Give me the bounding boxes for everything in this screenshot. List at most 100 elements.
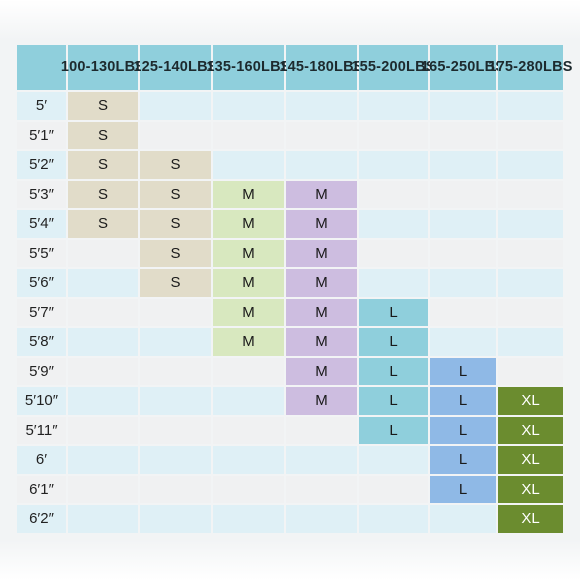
empty-cell <box>286 475 357 503</box>
empty-cell <box>213 357 284 385</box>
size-cell-m: M <box>213 180 284 208</box>
size-cell-l: L <box>430 475 496 503</box>
row-height-label: 5′7″ <box>17 298 66 326</box>
empty-cell <box>140 357 211 385</box>
size-cell-m: M <box>286 180 357 208</box>
empty-cell <box>286 121 357 149</box>
empty-cell <box>498 180 563 208</box>
row-height-label: 6′ <box>17 446 66 474</box>
empty-cell <box>498 298 563 326</box>
row-height-label: 6′1″ <box>17 475 66 503</box>
row-height-label: 5′ <box>17 92 66 120</box>
empty-cell <box>359 446 428 474</box>
column-header: 100- 130LBS <box>61 45 145 90</box>
size-cell-m: M <box>286 239 357 267</box>
empty-cell <box>430 151 496 179</box>
size-cell-s: S <box>140 239 211 267</box>
size-cell-s: S <box>68 121 138 149</box>
column-header-line: 130LBS <box>90 59 146 75</box>
empty-cell <box>498 239 563 267</box>
size-cell-m: M <box>213 269 284 297</box>
size-cell-l: L <box>359 298 428 326</box>
empty-cell <box>213 446 284 474</box>
row-height-label: 5′4″ <box>17 210 66 238</box>
empty-cell <box>213 475 284 503</box>
size-cell-xl: XL <box>498 505 563 533</box>
size-cell-s: S <box>140 180 211 208</box>
empty-cell <box>430 210 496 238</box>
size-cell-l: L <box>430 416 496 444</box>
empty-cell <box>140 475 211 503</box>
empty-cell <box>213 387 284 415</box>
size-cell-m: M <box>213 210 284 238</box>
empty-cell <box>213 151 284 179</box>
row-height-label: 5′10″ <box>17 387 66 415</box>
column-header-line: 250LBS <box>450 59 506 75</box>
empty-cell <box>68 387 138 415</box>
empty-cell <box>359 151 428 179</box>
size-cell-m: M <box>286 210 357 238</box>
size-cell-l: L <box>430 357 496 385</box>
size-cell-s: S <box>140 151 211 179</box>
empty-cell <box>68 269 138 297</box>
empty-cell <box>430 121 496 149</box>
size-cell-l: L <box>359 387 428 415</box>
empty-cell <box>498 92 563 120</box>
empty-cell <box>140 298 211 326</box>
row-height-label: 5′8″ <box>17 328 66 356</box>
size-cell-s: S <box>140 210 211 238</box>
empty-cell <box>140 505 211 533</box>
column-header-line: 140LBS <box>163 59 218 75</box>
empty-cell <box>498 210 563 238</box>
header-corner <box>17 45 66 90</box>
empty-cell <box>213 416 284 444</box>
column-header-line: 280LBS <box>518 59 573 75</box>
size-cell-xl: XL <box>498 416 563 444</box>
size-cell-m: M <box>286 328 357 356</box>
empty-cell <box>430 180 496 208</box>
size-cell-m: M <box>286 269 357 297</box>
empty-cell <box>430 239 496 267</box>
column-header-line: 125- <box>133 59 164 75</box>
column-header-line: 200LBS <box>381 59 436 75</box>
empty-cell <box>213 121 284 149</box>
size-cell-xl: XL <box>498 387 563 415</box>
column-header-line: 160LBS <box>236 59 291 75</box>
empty-cell <box>430 269 496 297</box>
empty-cell <box>140 92 211 120</box>
column-header-line: 155- <box>351 59 382 75</box>
size-cell-l: L <box>359 328 428 356</box>
size-cell-s: S <box>68 92 138 120</box>
size-cell-m: M <box>213 328 284 356</box>
empty-cell <box>286 505 357 533</box>
size-cell-l: L <box>430 446 496 474</box>
empty-cell <box>498 121 563 149</box>
column-header: 175- 280LBS <box>488 45 572 90</box>
empty-cell <box>359 239 428 267</box>
empty-cell <box>498 151 563 179</box>
column-header: 155- 200LBS <box>351 45 435 90</box>
empty-cell <box>68 298 138 326</box>
empty-cell <box>359 121 428 149</box>
empty-cell <box>68 446 138 474</box>
empty-cell <box>498 269 563 297</box>
empty-cell <box>359 92 428 120</box>
empty-cell <box>68 239 138 267</box>
column-header-line: 145- <box>279 59 310 75</box>
empty-cell <box>213 505 284 533</box>
row-height-label: 5′3″ <box>17 180 66 208</box>
empty-cell <box>286 151 357 179</box>
empty-cell <box>359 475 428 503</box>
size-cell-m: M <box>286 357 357 385</box>
size-cell-m: M <box>286 387 357 415</box>
size-cell-s: S <box>140 269 211 297</box>
row-height-label: 5′11″ <box>17 416 66 444</box>
empty-cell <box>68 328 138 356</box>
empty-cell <box>213 92 284 120</box>
empty-cell <box>68 357 138 385</box>
row-height-label: 6′2″ <box>17 505 66 533</box>
size-cell-l: L <box>430 387 496 415</box>
empty-cell <box>286 446 357 474</box>
row-height-label: 5′9″ <box>17 357 66 385</box>
empty-cell <box>430 505 496 533</box>
